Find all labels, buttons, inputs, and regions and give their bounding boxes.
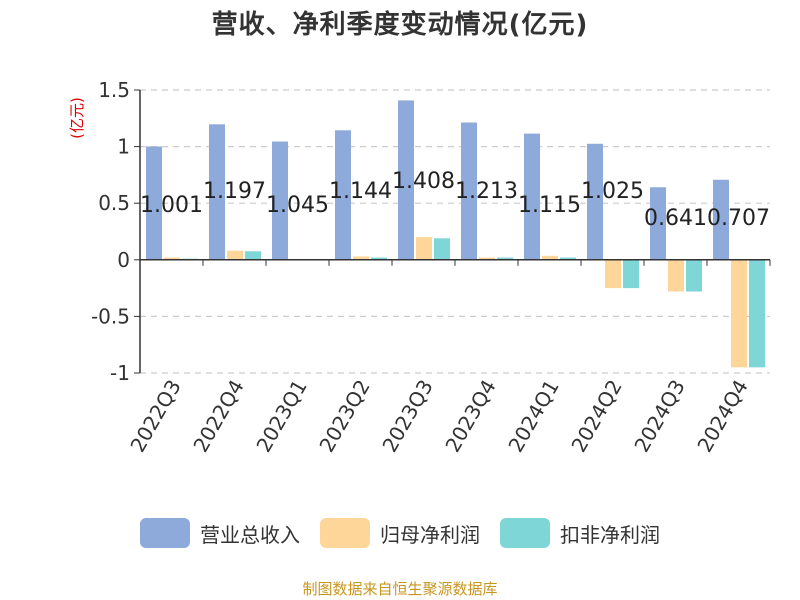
y-tick-label: 0.5 [98,191,130,215]
x-tick-label: 2022Q4 [188,376,248,457]
bar-revenue [335,130,351,260]
y-tick-label: -1 [110,361,130,385]
legend: 营业总收入 归母净利润 扣非净利润 [0,518,800,548]
bar-deducted-profit [434,238,450,260]
y-tick-label: 0 [117,248,130,272]
bar-net-profit [164,257,180,260]
y-axis-label: (亿元) [68,97,86,139]
bar-net-profit [542,255,558,260]
legend-label-net-profit: 归母净利润 [380,522,480,547]
bar-deducted-profit [623,259,639,289]
legend-label-revenue: 营业总收入 [200,522,300,547]
bar-deducted-profit [686,259,702,292]
source-note: 制图数据来自恒生聚源数据库 [302,580,498,598]
bar-revenue [398,100,414,260]
bar-net-profit [731,259,747,368]
bar-net-profit [605,259,621,289]
x-tick-label: 2024Q2 [566,376,626,457]
bar-net-profit [227,250,243,260]
x-tick-label: 2023Q1 [251,376,311,457]
bar-deducted-profit [749,259,765,368]
bar-deducted-profit [497,257,513,260]
bar-net-profit [668,259,684,292]
legend-swatch-net-profit [320,518,370,548]
data-label-revenue: 0.641 [644,206,707,231]
bar-deducted-profit [371,257,387,260]
data-label-revenue: 1.144 [329,179,392,204]
data-label-revenue: 1.025 [581,179,644,204]
bar-net-profit [479,257,495,260]
bar-deducted-profit [560,257,576,260]
x-tick-label: 2023Q2 [314,376,374,457]
bar-revenue [650,187,666,260]
bar-deducted-profit [245,251,261,260]
bar-revenue [209,124,225,260]
data-label-revenue: 1.115 [518,193,581,218]
data-label-revenue: 1.197 [203,179,266,204]
legend-item-deducted-profit[interactable]: 扣非净利润 [500,518,660,548]
data-label-revenue: 1.001 [140,193,203,218]
y-tick-label: -0.5 [91,304,130,328]
bar-net-profit [353,256,369,260]
legend-swatch-revenue [140,518,190,548]
legend-label-deducted-profit: 扣非净利润 [560,522,660,547]
x-tick-label: 2023Q3 [377,376,437,457]
data-label-revenue: 1.045 [266,193,329,218]
bar-revenue [587,143,603,260]
legend-item-net-profit[interactable]: 归母净利润 [320,518,480,548]
x-tick-label: 2022Q3 [125,376,185,457]
x-tick-label: 2024Q3 [629,376,689,457]
x-tick-label: 2024Q1 [503,376,563,457]
bar-revenue [713,179,729,260]
data-label-revenue: 1.408 [392,169,455,194]
legend-swatch-deducted-profit [500,518,550,548]
bar-revenue [272,141,288,260]
bar-revenue [524,133,540,260]
bar-revenue [461,122,477,260]
x-tick-label: 2024Q4 [692,376,752,457]
data-label-revenue: 0.707 [707,206,770,231]
x-tick-label: 2023Q4 [440,376,500,457]
bar-revenue [146,146,162,260]
data-label-revenue: 1.213 [455,179,518,204]
bar-net-profit [416,237,432,260]
legend-item-revenue[interactable]: 营业总收入 [140,518,300,548]
chart-title: 营收、净利季度变动情况(亿元) [211,10,589,40]
y-tick-label: 1.5 [98,78,130,102]
y-tick-label: 1 [117,135,130,159]
